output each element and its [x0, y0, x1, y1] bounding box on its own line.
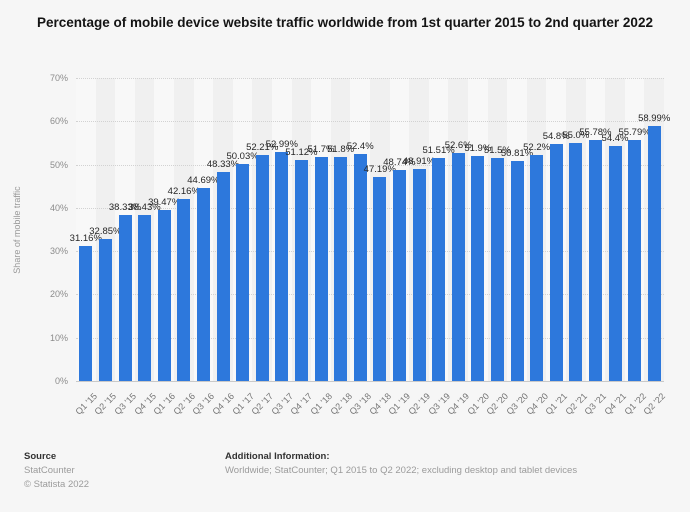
bar-value-label: 50.81%: [500, 148, 534, 160]
bar: [138, 214, 152, 381]
bar-value-label: 51.5%: [483, 145, 511, 157]
bar: [569, 142, 583, 381]
bar: [118, 215, 132, 381]
gridline: [76, 251, 664, 253]
bar-value-label: 31.16%: [69, 233, 102, 245]
bar: [334, 156, 348, 381]
additional-info-label: Additional Information:: [225, 451, 330, 462]
additional-info-value: Worldwide; StatCounter; Q1 2015 to Q2 20…: [225, 465, 578, 476]
bar: [275, 151, 289, 381]
bar: [490, 158, 504, 381]
y-tick-label: 10%: [49, 332, 68, 343]
bar-value-label: 54.8%: [542, 130, 570, 142]
y-tick-label: 30%: [49, 246, 68, 257]
bar-value-label: 38.43%: [128, 201, 161, 213]
bar: [628, 139, 642, 381]
additional-info-block: Additional Information: Worldwide; StatC…: [225, 451, 665, 479]
bar: [392, 170, 406, 381]
bar-value-label: 51.7%: [307, 144, 335, 156]
gridline: [76, 121, 664, 123]
bar: [255, 155, 269, 381]
bar-value-label: 48.74%: [383, 157, 416, 169]
bar-value-label: 55.79%: [618, 126, 651, 138]
y-axis-title: Share of mobile traffic: [12, 186, 22, 274]
bar: [588, 139, 602, 381]
bar: [530, 155, 544, 381]
source-value: StatCounter: [24, 465, 75, 476]
bar: [157, 210, 171, 381]
bar: [79, 246, 93, 381]
y-tick-label: 50%: [49, 159, 68, 170]
bar-value-label: 52.2%: [523, 142, 551, 154]
bar: [314, 157, 328, 381]
bar-value-label: 52.4%: [346, 141, 374, 153]
y-tick-label: 20%: [49, 289, 68, 300]
x-tick-label: Q3 '20: [504, 391, 531, 417]
bar-value-label: 44.69%: [187, 174, 220, 186]
bar: [647, 125, 661, 381]
bar: [353, 154, 367, 381]
bar-value-label: 39.47%: [148, 197, 181, 209]
bar-value-label: 52.99%: [265, 138, 298, 150]
bar: [432, 158, 446, 381]
y-tick-label: 60%: [49, 116, 68, 127]
bar: [216, 171, 230, 381]
bar: [549, 143, 563, 381]
x-tick-label: Q1 '18: [308, 391, 335, 417]
bar-value-label: 55.0%: [562, 129, 590, 141]
gridline: [76, 78, 664, 79]
bar-value-label: 42.16%: [167, 185, 200, 197]
y-tick-label: 40%: [49, 202, 68, 213]
x-axis-ticks: Q1 '15 Q2 '15 Q3 '15 Q4 '15 Q1 '16 Q2 '16 Q3 '…: [73, 381, 667, 431]
bar-value-label: 52.21%: [246, 142, 279, 153]
source-block: Source StatCounter © Statista 2022: [24, 451, 89, 493]
bar: [510, 161, 524, 381]
gridline: [76, 337, 664, 339]
bar: [294, 159, 308, 381]
gridline: [76, 294, 664, 296]
copyright: © Statista 2022: [24, 479, 90, 490]
x-tick-label: Q3 '15: [112, 391, 139, 417]
bar: [196, 187, 210, 381]
bar: [451, 153, 465, 381]
bar-value-label: 48.91%: [402, 156, 436, 168]
bar-value-label: 50.03%: [226, 151, 259, 163]
bar: [98, 238, 112, 381]
x-tick-label: Q4 '21: [602, 391, 629, 417]
y-tick-label: 70%: [49, 73, 68, 83]
bar-value-label: 51.8%: [327, 143, 355, 155]
bar: [177, 198, 191, 381]
bar-value-label: 38.33%: [108, 202, 142, 214]
bar: [236, 164, 250, 381]
gridline: [76, 164, 664, 166]
bar-value-label: 51.12%: [285, 146, 318, 158]
y-tick-label: 0%: [54, 376, 68, 386]
x-tick-label: Q2 '19: [406, 391, 433, 417]
bar-value-label: 51.9%: [464, 143, 492, 155]
bar-value-label: 47.19%: [363, 163, 396, 175]
source-label: Source: [24, 451, 57, 462]
bar-value-label: 58.99%: [638, 112, 671, 124]
bar-value-label: 54.4%: [601, 132, 629, 144]
bar: [373, 176, 387, 381]
bar-value-label: 48.33%: [206, 158, 240, 170]
plot-area: 31.16% 32.85% 38.33% 38.43% 39.47% 42.16% 44.6…: [70, 78, 670, 382]
gridline: [76, 207, 664, 209]
bar-value-label: 55.78%: [579, 126, 612, 138]
bar-value-label: 52.6%: [444, 140, 472, 152]
bar: [412, 169, 426, 381]
bar: [471, 156, 485, 381]
chart-title: Percentage of mobile device website traf…: [37, 15, 653, 30]
bar-value-label: 32.85%: [89, 225, 122, 237]
x-tick-label: Q4 '16: [210, 391, 237, 417]
bar-value-label: 51.51%: [422, 145, 455, 157]
bar: [608, 145, 622, 381]
